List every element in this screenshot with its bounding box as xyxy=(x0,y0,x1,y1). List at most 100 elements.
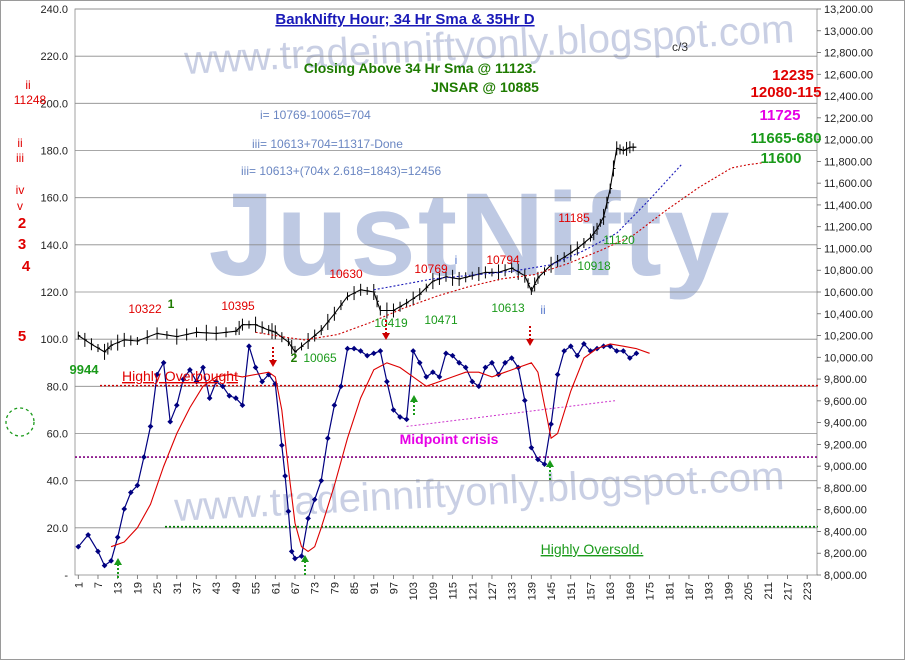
x-axis-tick-label: 127 xyxy=(487,582,499,600)
x-axis-tick-label: 181 xyxy=(664,582,676,600)
x-axis-tick-label: 205 xyxy=(743,582,755,600)
annotation-label: 12235 xyxy=(772,67,814,84)
right-axis-tick-label: 10,200.00 xyxy=(824,331,873,343)
x-axis-tick-label: 49 xyxy=(231,582,243,594)
axis-layer: - 20.0 40.0 60.0 80.0 100.0 120.0 140.0 160.0 180… xyxy=(40,4,872,600)
signal-arrow xyxy=(546,460,554,480)
dotted-series-line xyxy=(373,163,683,291)
oscillator-point xyxy=(193,378,200,385)
annotation-label: 9944 xyxy=(70,362,100,377)
oscillator-point xyxy=(127,489,134,496)
oscillator-point xyxy=(436,374,443,380)
right-axis-tick-label: 13,200.00 xyxy=(824,4,873,16)
oscillator-point xyxy=(292,555,298,562)
x-axis-tick-label: 91 xyxy=(369,582,381,594)
x-axis-tick-label: 109 xyxy=(428,582,440,600)
oscillator-point xyxy=(482,364,489,371)
oscillator-point xyxy=(489,359,495,366)
oscillator-point xyxy=(377,348,384,354)
x-axis-tick-label: 25 xyxy=(152,582,164,594)
x-axis-tick-label: 43 xyxy=(211,582,223,594)
annotation-label: iii= 10613+704=11317-Done xyxy=(252,137,403,151)
x-axis-tick-label: 121 xyxy=(467,582,479,600)
oscillator-point xyxy=(233,395,239,401)
oscillator-point xyxy=(173,402,180,409)
annotation-label: 10918 xyxy=(577,259,611,273)
right-axis-tick-label: 9,800.00 xyxy=(824,374,867,386)
annotation-label: 5 xyxy=(18,328,26,345)
x-axis-tick-label: 85 xyxy=(349,582,361,594)
left-axis-tick-label: 80.0 xyxy=(47,381,68,393)
oscillator-point xyxy=(219,383,226,390)
oscillator-point xyxy=(410,348,416,354)
arrow-head xyxy=(526,339,534,346)
oscillator-point xyxy=(154,371,160,378)
oscillator-point xyxy=(613,348,620,354)
oscillator-point xyxy=(574,352,581,359)
annotation-label: ii xyxy=(25,78,30,92)
oscillator-point xyxy=(246,343,252,350)
oscillator-point xyxy=(200,364,206,371)
annotation-label: i xyxy=(455,253,458,267)
right-axis-tick-label: 12,600.00 xyxy=(824,69,873,81)
oscillator-point xyxy=(476,383,482,390)
right-axis-tick-label: 9,000.00 xyxy=(824,461,867,473)
oscillator-point xyxy=(627,355,633,361)
left-axis-tick-label: 100.0 xyxy=(40,334,68,346)
annotation-label: Midpoint crisis xyxy=(400,431,499,447)
arrow-head xyxy=(301,555,309,562)
annotation-label: 10769 xyxy=(414,262,448,276)
x-axis-tick-label: 139 xyxy=(526,582,538,600)
x-axis-tick-label: 175 xyxy=(645,582,657,600)
annotation-label: c/3 xyxy=(672,40,688,54)
right-axis-tick-label: 12,200.00 xyxy=(824,113,873,125)
annotation-label: iv xyxy=(16,183,25,197)
annotation-label: 11600 xyxy=(761,150,802,167)
oscillator-point xyxy=(121,506,128,512)
arrow-head xyxy=(269,360,277,367)
annotation-label: JNSAR @ 10885 xyxy=(431,79,539,95)
annotation-label: 3 xyxy=(18,236,26,253)
oscillator-point xyxy=(252,364,259,371)
oscillator-point xyxy=(384,378,390,385)
right-axis-tick-label: 8,400.00 xyxy=(824,526,867,538)
oscillator-point xyxy=(213,378,220,385)
x-axis-tick-label: 61 xyxy=(270,582,282,594)
oscillator-point xyxy=(305,515,311,522)
watermark-text: JustNifty xyxy=(209,169,732,301)
oscillator-point xyxy=(180,376,187,383)
oscillator-point xyxy=(554,371,561,378)
annotation-label: 10630 xyxy=(329,267,363,281)
arrow-head xyxy=(382,333,390,340)
oscillator-point xyxy=(167,418,174,425)
oscillator-point xyxy=(114,534,121,541)
right-axis-tick-label: 8,200.00 xyxy=(824,548,867,560)
oscillator-point xyxy=(85,532,91,538)
right-axis-tick-label: 10,000.00 xyxy=(824,352,873,364)
x-axis-tick-label: 79 xyxy=(329,582,341,594)
x-axis-tick-label: 163 xyxy=(605,582,617,600)
left-axis-tick-label: 40.0 xyxy=(47,476,68,488)
right-axis-tick-label: 12,000.00 xyxy=(824,135,873,147)
oscillator-point xyxy=(469,378,476,385)
annotation-label: ii xyxy=(17,136,22,150)
annotation-label: iii xyxy=(16,151,24,165)
annotation-label: iii= 10613+(704x 2.618=1843)=12456 xyxy=(241,164,442,178)
oscillator-point xyxy=(298,553,305,559)
x-axis-tick-label: 1 xyxy=(73,582,85,588)
x-axis-tick-label: 103 xyxy=(408,582,420,600)
annotation-label: 11120 xyxy=(603,233,635,247)
x-axis-tick-label: 133 xyxy=(507,582,519,600)
left-axis-tick-label: - xyxy=(64,570,68,582)
right-axis-tick-label: 10,600.00 xyxy=(824,287,873,299)
annotation-label: 2 xyxy=(291,351,298,365)
oscillator-point xyxy=(311,496,318,503)
oscillator-point xyxy=(456,359,462,366)
x-axis-tick-label: 19 xyxy=(132,582,144,594)
oscillator-point xyxy=(528,444,535,451)
oscillator-point xyxy=(351,345,357,352)
right-axis-tick-label: 8,800.00 xyxy=(824,483,867,495)
oscillator-point xyxy=(449,352,456,359)
